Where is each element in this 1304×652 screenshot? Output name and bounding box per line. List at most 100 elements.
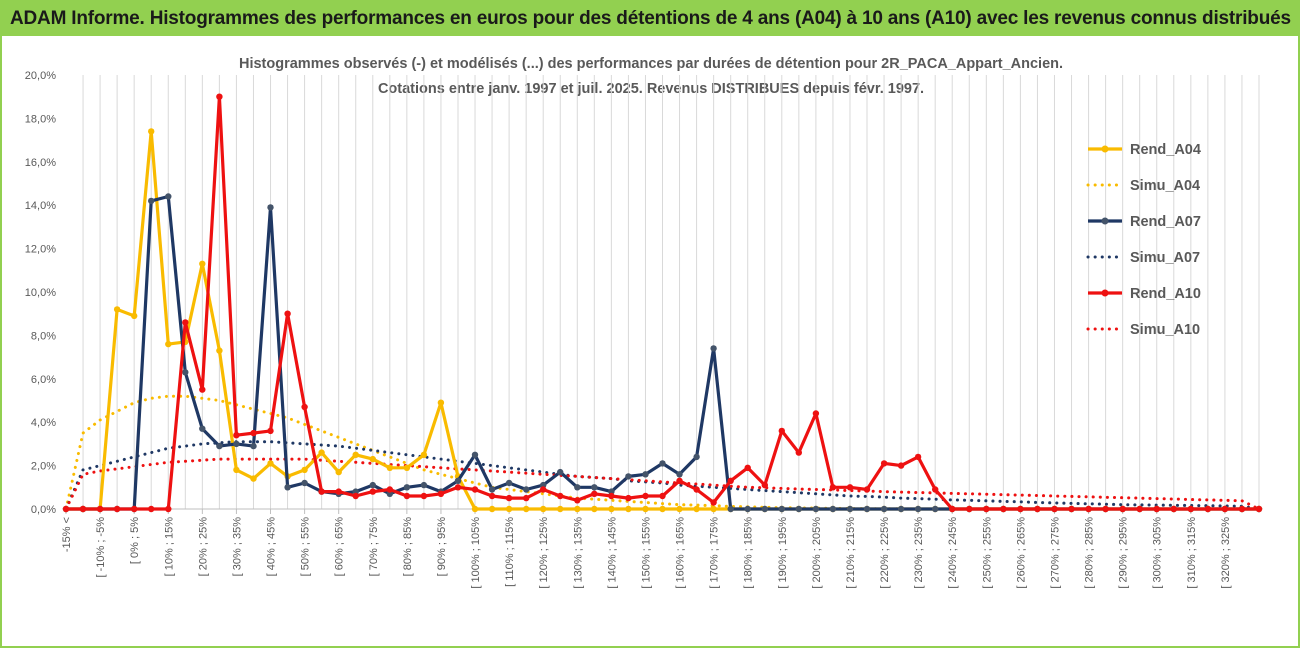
legend-label: Simu_A07 (1130, 250, 1200, 266)
data-point (403, 484, 411, 491)
data-point (131, 312, 138, 320)
data-point (437, 399, 445, 406)
data-point (591, 484, 598, 491)
data-point (778, 427, 785, 435)
data-point (540, 505, 547, 513)
data-point (1238, 505, 1246, 513)
data-point (216, 442, 223, 450)
data-point (914, 505, 922, 513)
data-point (488, 492, 496, 500)
y-tick-label: 4,0% (31, 417, 56, 429)
data-point (829, 484, 837, 491)
data-point (420, 451, 428, 458)
x-tick-label: [ 110% ; 115% (504, 517, 516, 587)
data-point (1119, 505, 1126, 513)
data-point (676, 471, 683, 478)
data-point (1068, 505, 1075, 513)
data-point (216, 93, 223, 100)
y-tick-label: 10,0% (25, 287, 56, 299)
y-tick-label: 2,0% (31, 461, 56, 473)
y-tick-label: 20,0% (25, 70, 56, 82)
data-point (1153, 505, 1160, 513)
x-tick-label: [ 90% ; 95% (436, 517, 448, 577)
chart-title: Histogrammes observés (-) et modélisés (… (239, 56, 1063, 72)
x-tick-label: [ 150% ; 155% (640, 517, 652, 589)
data-point (983, 505, 990, 513)
data-point (131, 505, 138, 513)
data-point (676, 505, 683, 513)
data-point (199, 386, 206, 393)
data-point (386, 464, 393, 471)
data-point (301, 479, 308, 487)
data-point (625, 494, 632, 502)
x-tick-label: [ 230% ; 235% (913, 517, 925, 589)
y-tick-label: 16,0% (25, 157, 56, 169)
data-point (250, 429, 257, 437)
data-point (1085, 505, 1092, 513)
data-point (1000, 505, 1007, 513)
data-point (642, 505, 649, 513)
series-rend-a10 (62, 93, 1263, 513)
data-point (608, 488, 615, 495)
x-tick-label: [ 10% ; 15% (163, 517, 175, 577)
data-point (744, 505, 751, 513)
data-point (267, 204, 274, 211)
data-point (642, 492, 649, 500)
data-point (778, 505, 785, 513)
data-point (369, 455, 376, 463)
legend-label: Simu_A10 (1130, 322, 1200, 338)
legend-item: Simu_A04 (1086, 178, 1200, 194)
data-point (608, 505, 615, 513)
data-point (505, 505, 513, 513)
x-tick-label: -15% < (61, 517, 73, 552)
data-point (795, 505, 802, 513)
data-point (591, 490, 598, 497)
plot-area (62, 93, 1263, 513)
data-point (812, 505, 820, 513)
data-point (966, 505, 973, 513)
x-tick-label: [ 180% ; 185% (743, 517, 755, 589)
data-point (710, 345, 717, 352)
y-tick-label: 0,0% (31, 504, 56, 516)
data-point (352, 492, 359, 500)
y-axis: 0,0% 2,0% 4,0% 6,0% 8,0% 10,0% 12,0% 14,0% 16,0%… (25, 70, 56, 516)
data-point (676, 477, 683, 484)
data-point (113, 505, 121, 513)
data-point (335, 468, 342, 476)
data-point (505, 494, 513, 502)
legend-marker (1101, 289, 1109, 297)
data-point (62, 505, 70, 513)
data-point (369, 488, 376, 495)
data-point (949, 505, 956, 513)
x-tick-label: [ 260% ; 265% (1015, 517, 1027, 589)
data-point (710, 499, 717, 506)
data-point (301, 403, 308, 411)
x-tick-label: [ 160% ; 165% (675, 517, 687, 589)
data-point (591, 505, 598, 513)
data-point (761, 505, 768, 513)
x-tick-label: [ 310% ; 315% (1186, 517, 1198, 589)
data-point (148, 505, 155, 513)
data-point (79, 505, 87, 513)
data-point (625, 473, 632, 480)
x-tick-label: [ 60% ; 65% (334, 517, 346, 577)
x-tick-label: [ 170% ; 175% (709, 517, 721, 589)
data-point (574, 505, 581, 513)
data-point (1187, 505, 1195, 513)
data-point (693, 453, 700, 461)
data-point (1221, 505, 1229, 513)
x-tick-label: [ 30% ; 35% (231, 517, 243, 577)
x-tick-label: [ 250% ; 255% (981, 517, 993, 589)
data-point (727, 505, 734, 513)
data-point (557, 505, 564, 513)
data-point (148, 197, 155, 205)
data-point (642, 471, 649, 478)
data-point (608, 492, 615, 500)
x-tick-label: [ -10% ; -5% (95, 517, 107, 578)
data-point (199, 425, 206, 432)
data-point (233, 432, 240, 439)
legend-item: Rend_A07 (1088, 214, 1201, 230)
data-point (284, 484, 291, 491)
data-point (1204, 505, 1212, 513)
